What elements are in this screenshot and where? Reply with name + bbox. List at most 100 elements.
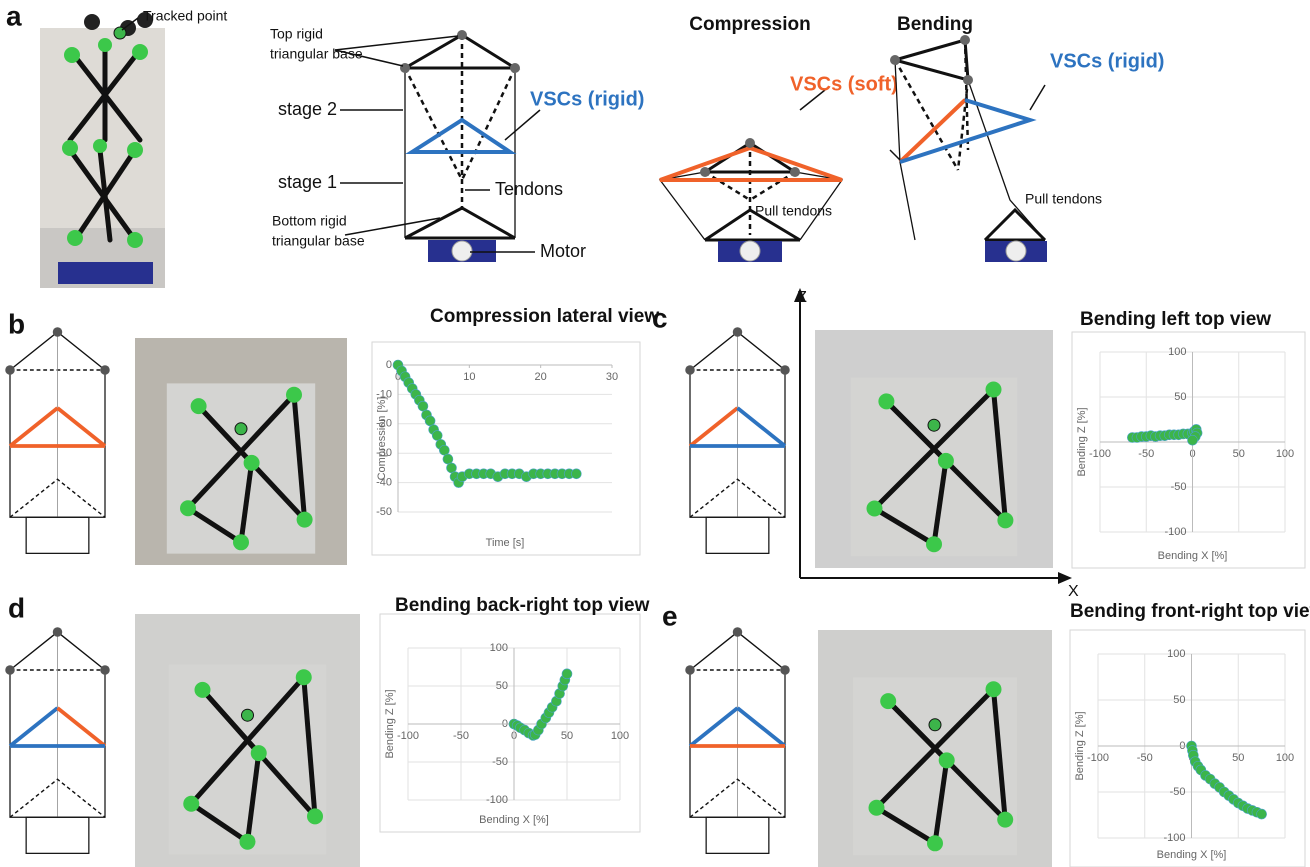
- tracked-point: [242, 709, 254, 721]
- tracked-point: [929, 719, 941, 731]
- y-axis-label: Bending Z [%]: [1074, 711, 1086, 780]
- panel-label: e: [662, 600, 678, 631]
- node: [986, 382, 1002, 398]
- node: [926, 536, 942, 552]
- y-tick-label: -100: [1163, 832, 1185, 844]
- node: [240, 834, 256, 850]
- y-tick-label: 50: [1173, 694, 1185, 706]
- y-tick-label: 100: [1168, 346, 1186, 358]
- outline: [706, 517, 769, 553]
- label: VSCs (rigid): [1050, 50, 1164, 72]
- node: [997, 512, 1013, 528]
- point: [447, 463, 457, 473]
- label: triangular base: [270, 46, 363, 62]
- node: [685, 365, 695, 375]
- panel-label: d: [8, 592, 25, 623]
- schematic: [5, 627, 110, 853]
- node: [5, 365, 15, 375]
- label: stage 2: [278, 99, 337, 119]
- y-tick-label: -50: [1171, 481, 1187, 493]
- node: [233, 534, 249, 550]
- point: [571, 469, 581, 479]
- node: [53, 327, 63, 337]
- vsc: [690, 408, 738, 446]
- point: [432, 431, 442, 441]
- label: triangular base: [272, 233, 365, 249]
- y-axis-label: Compression [%]: [376, 397, 388, 481]
- node: [780, 365, 790, 375]
- y-tick-label: 100: [1167, 648, 1185, 660]
- photo: [135, 614, 360, 867]
- vsc: [738, 408, 786, 446]
- panel-label: b: [8, 308, 25, 339]
- x-tick-label: 50: [561, 730, 573, 742]
- node: [939, 752, 955, 768]
- node: [733, 327, 743, 337]
- point: [425, 416, 435, 426]
- point: [1188, 435, 1198, 445]
- x-axis-label: Bending X [%]: [479, 814, 549, 826]
- x-tick-label: -50: [1137, 752, 1153, 764]
- y-tick-label: -100: [1164, 526, 1186, 538]
- label: Pull tendons: [1025, 191, 1102, 207]
- y-axis-label: Bending Z [%]: [384, 689, 396, 758]
- label: Bending: [897, 14, 973, 35]
- schematic: [890, 35, 1047, 262]
- node: [183, 796, 199, 812]
- vsc: [10, 408, 58, 446]
- node: [997, 812, 1013, 828]
- node: [180, 500, 196, 516]
- x-tick-label: 50: [1233, 448, 1245, 460]
- x-tick-label: -100: [1089, 448, 1111, 460]
- node: [296, 669, 312, 685]
- node: [244, 455, 260, 471]
- x-axis-label: Bending X [%]: [1158, 550, 1228, 562]
- x-tick-label: 10: [463, 371, 475, 383]
- label: Tendons: [495, 179, 563, 199]
- x-tick-label: 20: [535, 371, 547, 383]
- chart-frame: [372, 342, 640, 555]
- point: [443, 454, 453, 464]
- label: Pull tendons: [755, 203, 832, 219]
- photo: [40, 12, 165, 288]
- label: VSCs (rigid): [530, 88, 644, 110]
- schematic: [660, 90, 842, 262]
- x-tick-label: -100: [1087, 752, 1109, 764]
- x-tick-label: -50: [1138, 448, 1154, 460]
- axis-label: Z: [797, 289, 807, 306]
- x-tick-label: 30: [606, 371, 618, 383]
- x-tick-label: 100: [1276, 752, 1294, 764]
- label: Motor: [540, 241, 586, 261]
- vsc: [58, 708, 106, 746]
- point: [1257, 809, 1267, 819]
- y-tick-label: 50: [1174, 391, 1186, 403]
- x-tick-label: -100: [397, 730, 419, 742]
- panel-label: a: [6, 0, 22, 31]
- vsc: [10, 708, 58, 746]
- node: [869, 800, 885, 816]
- chart-title: Bending front-right top view: [1070, 601, 1310, 622]
- x-tick-label: -50: [453, 730, 469, 742]
- axis-label: X: [1068, 583, 1079, 600]
- photo: [815, 330, 1053, 568]
- x-tick-label: 100: [611, 730, 629, 742]
- node: [927, 835, 943, 851]
- label: stage 1: [278, 172, 337, 192]
- x-tick-label: 50: [1232, 752, 1244, 764]
- node: [685, 665, 695, 675]
- photo: [818, 630, 1052, 867]
- tracked-point: [928, 419, 940, 431]
- photo: [135, 338, 347, 565]
- node: [867, 501, 883, 517]
- x-tick-label: 100: [1276, 448, 1294, 460]
- node: [100, 365, 110, 375]
- vsc: [738, 708, 786, 746]
- node: [733, 627, 743, 637]
- point: [439, 445, 449, 455]
- tracked-point: [235, 423, 247, 435]
- schematic: [685, 327, 790, 553]
- point: [562, 669, 572, 679]
- label: Tracked point: [143, 8, 227, 24]
- node: [880, 693, 896, 709]
- label: Compression: [689, 14, 810, 35]
